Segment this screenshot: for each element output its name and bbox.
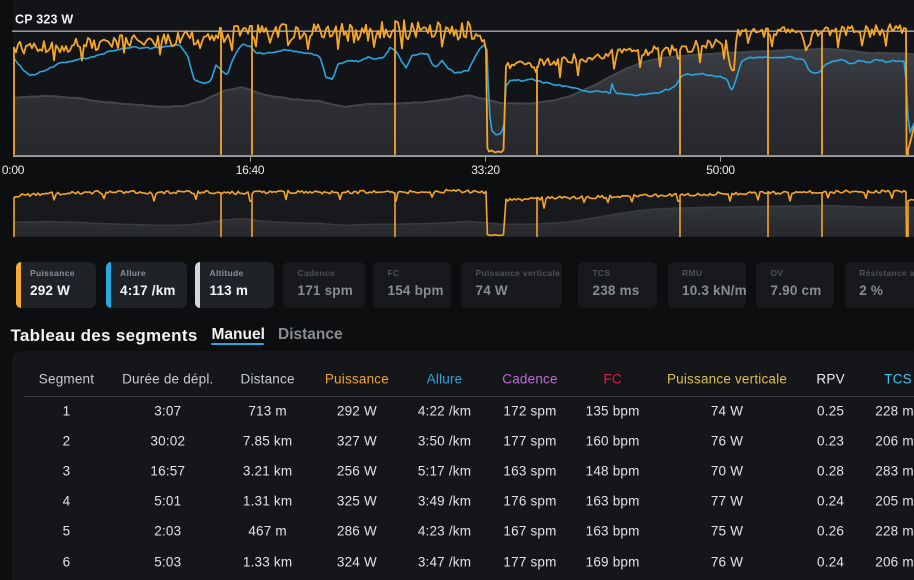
svg-text:CP 323 W: CP 323 W bbox=[15, 13, 73, 27]
